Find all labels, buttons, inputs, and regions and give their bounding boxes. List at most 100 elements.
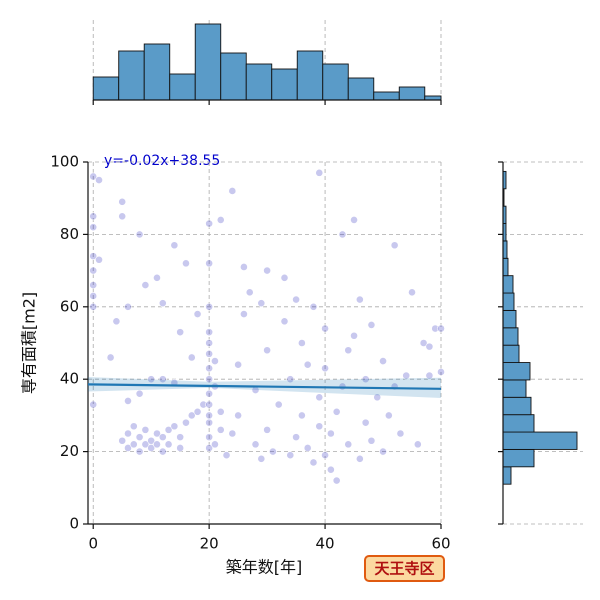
scatter-point <box>379 447 387 456</box>
scatter-point <box>437 368 445 376</box>
scatter-point <box>332 476 341 485</box>
histogram-bar <box>502 396 532 416</box>
scatter-point <box>332 407 341 416</box>
scatter-point <box>286 375 295 384</box>
histogram-bar <box>502 327 519 346</box>
scatter-point <box>89 212 98 221</box>
scatter-point <box>89 172 98 181</box>
histogram-bar <box>347 77 375 101</box>
scatter-point <box>263 346 272 355</box>
scatter-point <box>106 353 115 362</box>
scatter-point <box>153 440 161 449</box>
scatter-point <box>182 259 190 268</box>
scatter-point <box>164 440 173 449</box>
scatter-point <box>141 425 150 434</box>
regression-line <box>87 383 442 390</box>
scatter-point <box>211 440 219 449</box>
scatter-point <box>309 458 318 467</box>
scatter-point <box>315 168 324 177</box>
scatter-point <box>234 411 243 420</box>
scatter-point <box>205 328 214 337</box>
scatter-point <box>176 444 185 452</box>
scatter-point <box>315 393 324 402</box>
histogram-bar <box>220 52 247 101</box>
scatter-point <box>321 364 329 373</box>
scatter-point <box>379 357 387 365</box>
scatter-point <box>205 375 214 384</box>
x-tick-label: 60 <box>431 535 450 553</box>
scatter-point <box>205 389 214 398</box>
scatter-point <box>129 440 138 449</box>
scatter-point <box>95 255 103 264</box>
scatter-point <box>135 433 144 442</box>
histogram-bar <box>502 414 535 433</box>
scatter-point <box>158 299 167 308</box>
scatter-point <box>315 422 324 431</box>
scatter-point <box>280 273 289 282</box>
histogram-bar <box>322 63 349 101</box>
y-tick-label: 100 <box>50 153 79 171</box>
scatter-point <box>124 302 132 311</box>
scatter-point <box>303 360 312 369</box>
scatter-point <box>112 317 121 326</box>
scatter-point <box>240 263 248 271</box>
scatter-point <box>344 346 353 355</box>
histogram-bar <box>502 344 520 363</box>
scatter-point <box>321 451 329 460</box>
scatter-point <box>164 425 173 434</box>
scatter-point <box>408 288 416 297</box>
scatter-point <box>205 349 214 358</box>
y-tick-label: 80 <box>60 225 79 243</box>
scatter-point <box>431 324 440 333</box>
scatter-point <box>205 302 214 311</box>
scatter-point <box>158 375 167 384</box>
scatter-point <box>89 400 98 409</box>
scatter-point <box>263 425 272 434</box>
histogram-bar <box>398 86 426 101</box>
scatter-point <box>211 357 219 365</box>
badge-box <box>364 555 445 582</box>
histogram-bar <box>169 73 196 101</box>
scatter-point <box>350 331 358 340</box>
scatter-point <box>118 212 127 221</box>
scatter-point <box>390 241 399 250</box>
scatter-point <box>413 440 422 449</box>
scatter-point <box>355 454 364 463</box>
scatter-point <box>187 353 196 362</box>
scatter-point <box>89 252 98 261</box>
scatter-point <box>205 411 214 420</box>
scatter-point <box>228 429 237 438</box>
scatter-point <box>193 407 202 416</box>
scatter-point <box>182 418 190 427</box>
scatter-point <box>384 411 393 420</box>
scatter-point <box>158 447 167 456</box>
scatter-point <box>222 451 231 460</box>
scatter-point <box>124 429 132 438</box>
histogram-bar <box>502 292 515 311</box>
scatter-point <box>297 339 306 347</box>
scatter-point <box>419 339 428 347</box>
histogram-bar <box>502 448 535 468</box>
histogram-bar <box>502 309 517 329</box>
scatter-point <box>292 295 300 304</box>
y-axis-label: 専有面積[m2] <box>20 292 39 394</box>
histogram-bar <box>502 257 509 277</box>
scatter-point <box>367 320 376 329</box>
scatter-point <box>425 342 434 351</box>
histogram-bar <box>296 50 324 101</box>
scatter-point <box>361 375 370 384</box>
histogram-bar <box>502 362 531 381</box>
scatter-point <box>240 310 248 318</box>
x-tick-label: 0 <box>88 535 98 553</box>
histogram-bar <box>271 68 298 101</box>
scatter-point <box>153 273 161 282</box>
scatter-point <box>205 339 214 347</box>
scatter-point <box>251 440 260 449</box>
y-tick-label: 20 <box>60 442 79 460</box>
scatter-point <box>187 411 196 420</box>
scatter-point <box>205 418 214 427</box>
scatter-point <box>141 440 150 449</box>
scatter-point <box>245 288 254 297</box>
scatter-point <box>234 360 243 369</box>
